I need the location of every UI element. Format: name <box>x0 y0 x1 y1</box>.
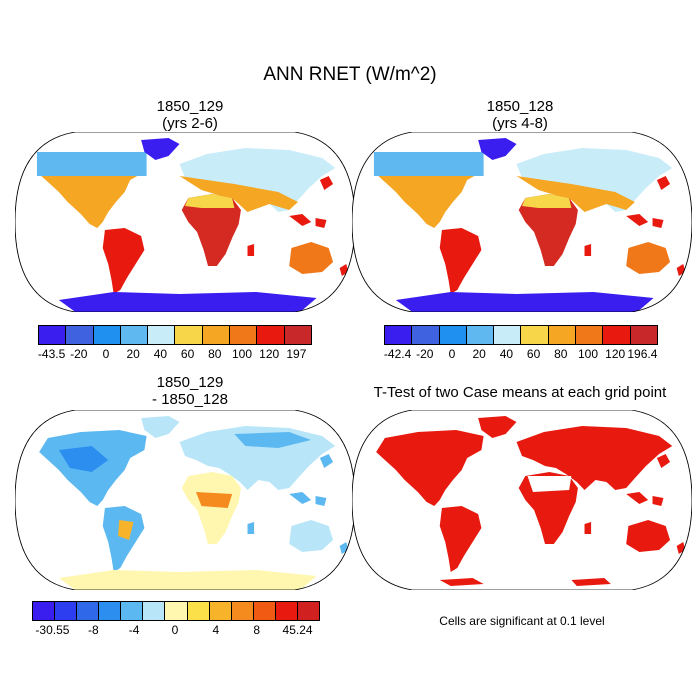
colorbar-tick-label: 80 <box>208 347 222 361</box>
map-ttest <box>352 410 692 590</box>
colorbar-swatch <box>175 326 203 344</box>
colorbar-tick-label: 0 <box>171 623 179 637</box>
colorbar-swatch <box>143 602 166 620</box>
colorbar-tick-label: 197 <box>286 347 307 361</box>
colorbar-3 <box>32 601 320 621</box>
colorbar-2-labels: -42.4 -20 0 20 40 60 80 100 120 196.4 <box>383 347 658 361</box>
panel-3-title: 1850_129 - 1850_128 <box>20 374 360 408</box>
colorbar-tick-label: 196.4 <box>627 347 658 361</box>
colorbar-swatch <box>66 326 94 344</box>
map-difference <box>15 410 355 590</box>
colorbar-tick-label: -43.5 <box>37 347 66 361</box>
colorbar-swatch <box>275 602 298 620</box>
colorbar-swatch <box>412 326 440 344</box>
colorbar-swatch <box>284 326 311 344</box>
colorbar-swatch <box>494 326 522 344</box>
colorbar-tick-label: 45.24 <box>282 623 313 637</box>
colorbar-swatch <box>548 326 577 344</box>
colorbar-swatch <box>187 602 210 620</box>
colorbar-tick-label: -42.4 <box>383 347 412 361</box>
colorbar-tick-label: 0 <box>448 347 456 361</box>
colorbar-swatch <box>121 602 144 620</box>
colorbar-tick-label: -20 <box>70 347 88 361</box>
colorbar-swatch <box>77 602 100 620</box>
colorbar-swatch <box>521 326 549 344</box>
colorbar-swatch <box>120 326 149 344</box>
panel-1-title: 1850_129 (yrs 2-6) <box>20 98 360 132</box>
colorbar-1 <box>38 325 312 345</box>
colorbar-tick-label: 60 <box>180 347 195 361</box>
colorbar-swatch <box>385 326 413 344</box>
colorbar-tick-label: 20 <box>472 347 486 361</box>
map-1850-129 <box>15 132 355 312</box>
colorbar-tick-label: 80 <box>554 347 568 361</box>
colorbar-tick-label: 120 <box>259 347 280 361</box>
colorbar-tick-label: 4 <box>212 623 220 637</box>
colorbar-swatch <box>576 326 604 344</box>
colorbar-swatch <box>99 602 122 620</box>
colorbar-tick-label: 40 <box>499 347 514 361</box>
colorbar-tick-label: 120 <box>605 347 626 361</box>
colorbar-swatch <box>466 326 495 344</box>
colorbar-swatch <box>93 326 121 344</box>
panel-2-title: 1850_128 (yrs 4-8) <box>350 98 690 132</box>
colorbar-swatch <box>630 326 657 344</box>
panel-3-title-line2: - 1850_128 <box>152 391 228 408</box>
colorbar-tick-label: 100 <box>231 347 253 361</box>
colorbar-swatch <box>39 326 67 344</box>
colorbar-swatch <box>55 602 78 620</box>
colorbar-tick-label: -4 <box>128 623 140 637</box>
panel-1-title-line1: 1850_129 <box>156 98 224 115</box>
panel-4-title: T-Test of two Case means at each grid po… <box>373 384 667 401</box>
colorbar-swatch <box>202 326 231 344</box>
colorbar-1-labels: -43.5 -20 0 20 40 60 80 100 120 197 <box>38 347 310 361</box>
colorbar-swatch <box>257 326 285 344</box>
colorbar-swatch <box>253 602 276 620</box>
colorbar-swatch <box>33 602 56 620</box>
colorbar-swatch <box>209 602 232 620</box>
colorbar-swatch <box>165 602 188 620</box>
colorbar-swatch <box>439 326 467 344</box>
significance-note: Cells are significant at 0.1 level <box>439 614 605 628</box>
colorbar-3-labels: -30.55 -8 -4 0 4 8 45.24 <box>32 623 318 637</box>
colorbar-tick-label: 20 <box>126 347 140 361</box>
colorbar-tick-label: 8 <box>253 623 261 637</box>
panel-1-title-line2: (yrs 2-6) <box>162 115 218 132</box>
colorbar-tick-label: -20 <box>416 347 434 361</box>
colorbar-swatch <box>230 326 258 344</box>
panel-2-title-line1: 1850_128 <box>486 98 554 115</box>
page-title: ANN RNET (W/m^2) <box>263 64 437 85</box>
colorbar-tick-label: 40 <box>153 347 168 361</box>
panel-2-title-line2: (yrs 4-8) <box>492 115 548 132</box>
panel-3-title-line1: 1850_129 <box>156 374 224 391</box>
colorbar-swatch <box>297 602 320 620</box>
colorbar-tick-label: -30.55 <box>35 623 70 637</box>
colorbar-tick-label: 60 <box>526 347 541 361</box>
colorbar-swatch <box>148 326 176 344</box>
colorbar-tick-label: -8 <box>87 623 99 637</box>
colorbar-tick-label: 0 <box>102 347 110 361</box>
colorbar-swatch <box>603 326 631 344</box>
map-1850-128 <box>352 132 692 312</box>
colorbar-tick-label: 100 <box>577 347 599 361</box>
colorbar-2 <box>384 325 658 345</box>
colorbar-swatch <box>231 602 254 620</box>
